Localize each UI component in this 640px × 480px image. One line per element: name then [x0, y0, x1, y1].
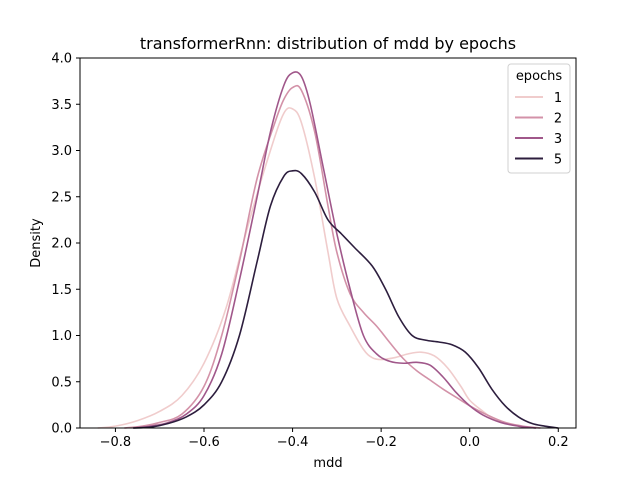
y-tick-label: 2.5	[51, 190, 72, 205]
legend-label-3: 3	[554, 132, 562, 147]
plot-frame	[79, 57, 577, 429]
series-lines	[97, 71, 559, 429]
y-axis-ticks: 0.0 0.5 1.0 1.5 2.0 2.5 3.0 3.5 4.0	[51, 52, 80, 437]
series-line-5	[133, 169, 559, 429]
legend-label-5: 5	[554, 153, 562, 168]
series-line-2	[124, 84, 541, 429]
y-tick-label: 1.0	[51, 329, 72, 344]
x-tick-label: 0.2	[548, 435, 569, 450]
y-tick-label: 4.0	[51, 52, 72, 67]
y-axis-label: Density	[29, 218, 44, 268]
legend-label-1: 1	[554, 91, 562, 106]
legend: epochs 1 2 3 5	[507, 63, 571, 174]
legend-label-2: 2	[554, 112, 562, 127]
y-tick-label: 0.5	[51, 375, 72, 390]
x-tick-label: 0.0	[459, 435, 480, 450]
x-tick-label: −0.4	[277, 435, 309, 450]
legend-title: epochs	[516, 69, 563, 84]
y-tick-label: 0.0	[51, 422, 72, 437]
series-line-1	[97, 107, 537, 429]
x-tick-label: −0.8	[100, 435, 132, 450]
x-axis-label: mdd	[313, 456, 342, 471]
y-tick-label: 3.0	[51, 144, 72, 159]
x-tick-label: −0.6	[188, 435, 220, 450]
y-tick-label: 3.5	[51, 98, 72, 113]
y-tick-label: 1.5	[51, 283, 72, 298]
x-tick-label: −0.2	[365, 435, 397, 450]
y-tick-label: 2.0	[51, 237, 72, 252]
x-axis-ticks: −0.8 −0.6 −0.4 −0.2 0.0 0.2	[100, 428, 569, 450]
series-line-3	[133, 71, 537, 429]
chart-title: transformerRnn: distribution of mdd by e…	[140, 34, 516, 53]
